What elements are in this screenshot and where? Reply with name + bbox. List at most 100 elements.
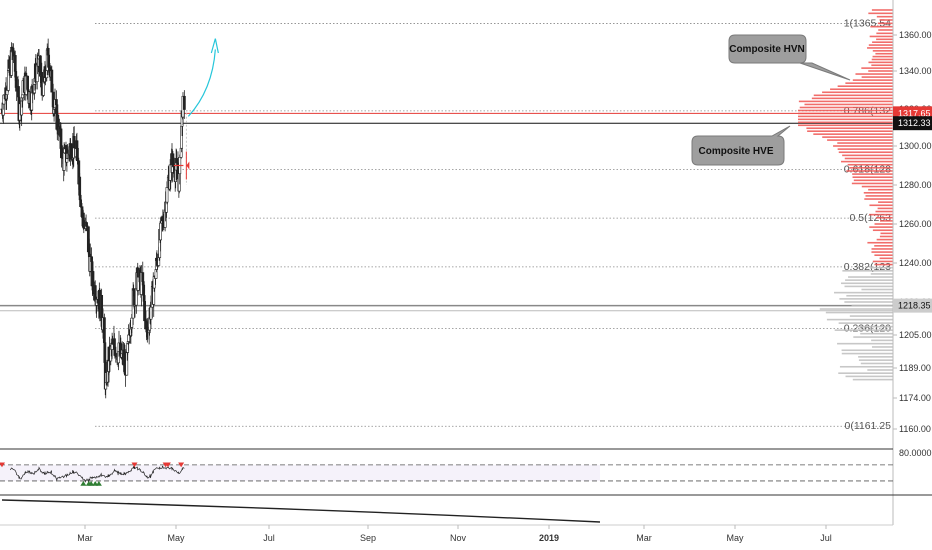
volume-profile-bar	[849, 315, 893, 317]
candle-body	[127, 334, 130, 342]
volume-profile-bar	[806, 127, 893, 130]
fib-level-label: 0(1161.25	[844, 420, 891, 432]
projection-arrow-head	[210, 38, 219, 54]
rsi-line	[9, 465, 185, 483]
candle-body	[82, 220, 86, 229]
fib-level-label: 0.618(128	[844, 163, 891, 175]
volume-profile-bar	[871, 9, 893, 11]
volume-profile-bar	[880, 232, 893, 235]
candle-body	[76, 147, 79, 162]
volume-profile-bar	[876, 15, 893, 18]
volume-profile-bar	[848, 276, 893, 278]
volume-profile-bar	[860, 362, 893, 365]
time-axis-tick-label: Jul	[820, 533, 832, 543]
volume-profile-bar	[830, 88, 893, 91]
volume-profile-bar	[871, 251, 893, 253]
price-axis-tick-label: 1340.00	[899, 66, 932, 76]
rsi-overbought-marker	[178, 462, 185, 468]
callout-hve-box	[691, 125, 791, 166]
volume-profile-bar	[861, 288, 893, 291]
candle-body	[50, 69, 54, 93]
volume-profile-bar	[798, 115, 893, 118]
volume-profile-bar	[861, 185, 893, 188]
volume-profile-bar	[825, 311, 893, 314]
volume-profile-bar	[838, 151, 893, 154]
volume-profile-bar	[874, 223, 893, 225]
time-axis-tick-label: Sep	[360, 533, 376, 543]
volume-profile-bar	[798, 100, 893, 103]
volume-profile-bar	[841, 352, 893, 355]
volume-profile-bar	[841, 282, 893, 285]
volume-profile-bar	[865, 195, 893, 197]
volume-profile-bar	[844, 285, 893, 288]
volume-profile-bar	[844, 301, 893, 303]
volume-profile-bar	[871, 346, 893, 348]
volume-profile-bar	[878, 201, 893, 203]
volume-profile-bar	[837, 142, 893, 144]
volume-profile-bar	[837, 85, 893, 87]
volume-profile-bar	[879, 19, 893, 21]
candle-body	[159, 222, 162, 241]
price-badge-label: 1317.65	[898, 108, 931, 118]
price-badge-label: 1218.35	[898, 301, 931, 311]
volume-profile-bar	[837, 148, 893, 150]
time-axis-tick-label: May	[726, 533, 744, 543]
price-axis-tick-label: 1240.00	[899, 258, 932, 268]
volume-profile-bar	[867, 241, 893, 244]
volume-profile-bar	[841, 160, 893, 163]
candle-body	[182, 95, 186, 110]
volume-profile-bar	[813, 94, 893, 97]
rsi-axis-tick: 80.0000	[899, 448, 932, 458]
volume-profile-bar	[869, 204, 893, 207]
volume-profile-bar	[868, 44, 893, 46]
volume-profile-bar	[852, 79, 893, 81]
price-axis-tick-label: 1260.00	[899, 219, 932, 229]
volume-profile-bar	[849, 167, 893, 169]
volume-profile-bar	[856, 325, 893, 328]
volume-profile-bar	[838, 372, 893, 374]
candle-body	[134, 288, 138, 306]
volume-profile-bar	[813, 133, 893, 135]
volume-profile-bar	[867, 369, 893, 371]
callout-hve-label: Composite HVE	[698, 146, 773, 157]
volume-profile-bar	[853, 179, 893, 182]
volume-profile-bar	[880, 220, 893, 222]
volume-profile-bar	[877, 207, 893, 210]
volume-profile-bar	[851, 304, 893, 307]
candle-body	[149, 306, 153, 320]
callout-hvn-box	[728, 34, 851, 81]
rsi-oversold-marker	[80, 480, 87, 486]
volume-profile-bar	[846, 294, 893, 297]
price-axis-tick-label: 1280.00	[899, 180, 932, 190]
volume-profile-bar	[798, 124, 893, 127]
volume-profile-bar	[847, 163, 893, 166]
volume-profile-bar	[874, 263, 893, 266]
volume-profile-bar	[868, 188, 893, 191]
callout-hvn-label: Composite HVN	[729, 44, 805, 55]
volume-profile-bar	[822, 136, 893, 138]
time-axis-tick-label: 2019	[539, 533, 559, 543]
volume-profile-bar	[860, 332, 893, 335]
rsi-panel	[0, 462, 893, 486]
time-axis-tick-label: Mar	[636, 533, 652, 543]
volume-profile-bar	[855, 73, 893, 75]
volume-profile-bar	[826, 318, 893, 321]
volume-profile-bar	[852, 173, 893, 175]
volume-profile-bar	[861, 67, 893, 69]
candle-body	[165, 187, 169, 203]
volume-profile-bar	[863, 192, 893, 194]
candle-body	[47, 54, 51, 68]
volume-profile-bar	[838, 322, 893, 324]
volume-profile-bar	[853, 336, 893, 338]
volume-profile-bar	[872, 41, 893, 43]
volume-profile-bar	[872, 50, 893, 52]
candle-body	[78, 176, 82, 196]
rsi-band-fill	[0, 464, 600, 481]
volume-profile-bar	[867, 47, 893, 49]
volume-profile-bar	[875, 52, 893, 55]
volume-profile-bar	[839, 298, 893, 300]
time-axis-tick-label: Mar	[77, 533, 93, 543]
rsi-oversold-marker	[95, 480, 102, 486]
